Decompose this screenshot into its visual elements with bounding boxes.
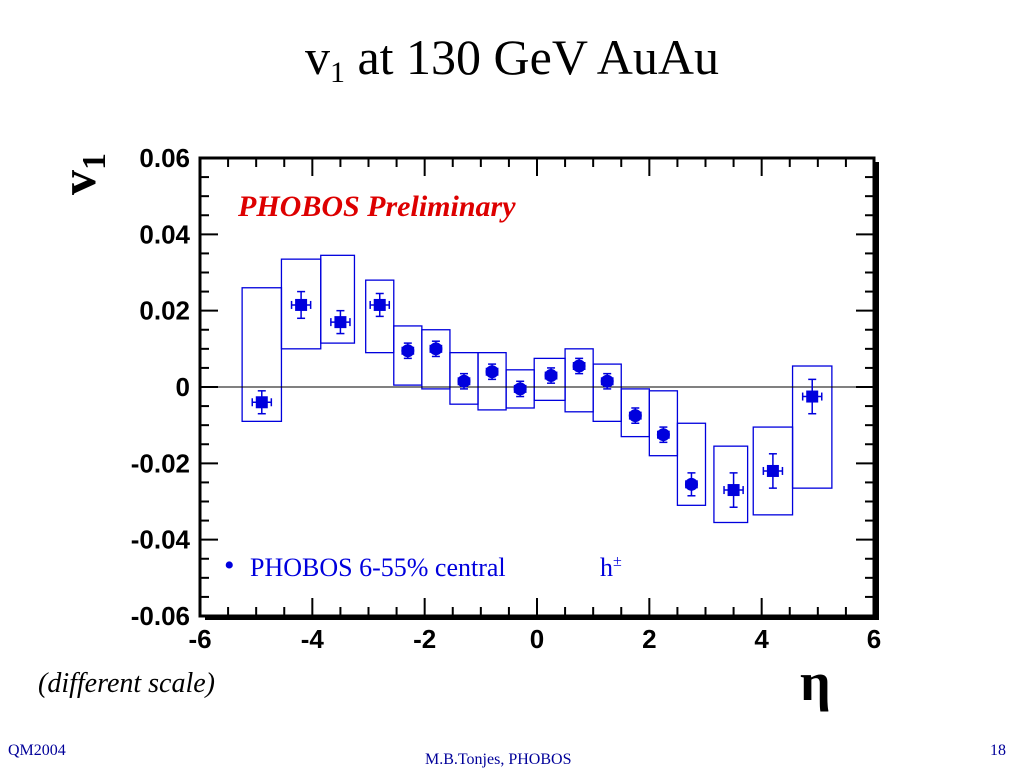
data-point-circle: [628, 409, 642, 423]
y-tick-label: 0.04: [139, 219, 190, 249]
x-tick-label: -6: [188, 624, 211, 654]
data-point-circle: [600, 374, 614, 388]
data-point-circle: [429, 342, 443, 356]
systematic-box: [320, 254, 356, 344]
data-point-circle: [485, 365, 499, 379]
legend-particle-symbol: h: [600, 553, 613, 582]
data-point-circle: [656, 428, 670, 442]
systematic-error-boxes: [241, 254, 833, 524]
title-rest: at 130 GeV AuAu: [344, 29, 720, 85]
data-point-square: [806, 390, 819, 403]
x-tick-label: 4: [754, 624, 769, 654]
systematic-box: [791, 365, 833, 489]
axis-ticks: [199, 157, 875, 617]
y-tick-label: 0: [176, 372, 190, 402]
legend-particle: h±: [600, 553, 622, 582]
y-tick-label: -0.04: [131, 525, 191, 555]
footer-author: M.B.Tonjes, PHOBOS: [425, 751, 572, 768]
data-point-circle: [684, 477, 698, 491]
x-tick-label: 0: [530, 624, 544, 654]
data-point-circle: [457, 374, 471, 388]
title-main: v: [304, 29, 330, 85]
data-point-circle: [572, 359, 586, 373]
footer-conference: QM2004: [8, 742, 66, 759]
systematic-box: [241, 287, 283, 422]
data-point-square: [295, 298, 308, 311]
y-tick-labels: -0.06 -0.04 -0.02 0 0.02 0.04 0.06: [131, 143, 191, 631]
footer-page-number: 18: [990, 742, 1006, 759]
y-tick-label: 0.06: [139, 143, 190, 173]
data-point-square: [373, 298, 386, 311]
x-tick-label: -2: [413, 624, 436, 654]
y-tick-label: -0.02: [131, 448, 190, 478]
data-points: [251, 290, 823, 508]
y-axis-label-main: v: [50, 170, 106, 195]
systematic-box: [676, 422, 707, 506]
data-point-square: [727, 484, 740, 497]
y-axis-label-sub: 1: [76, 153, 113, 170]
y-tick-label: -0.06: [131, 601, 190, 631]
title-subscript: 1: [329, 56, 345, 89]
note-text: (different scale): [38, 668, 216, 699]
legend-label: PHOBOS 6-55% central: [250, 553, 506, 582]
systematic-box: [365, 279, 395, 354]
legend-marker: •: [224, 549, 235, 582]
y-tick-label: 0.02: [139, 296, 190, 326]
data-point-square: [334, 316, 347, 329]
x-axis-label: η: [800, 652, 831, 712]
data-point-circle: [401, 344, 415, 358]
data-point-circle: [544, 369, 558, 383]
annotation-text: PHOBOS Preliminary: [237, 190, 516, 223]
data-point-square: [255, 396, 268, 409]
x-tick-label: -4: [301, 624, 325, 654]
legend-particle-charge: ±: [613, 553, 622, 570]
slide-title: v1 at 130 GeV AuAu: [0, 28, 1024, 90]
data-point-circle: [513, 382, 527, 396]
data-point-square: [766, 464, 779, 477]
y-axis-label: v1: [50, 153, 113, 195]
x-tick-labels: -6 -4 -2 0 2 4 6: [188, 624, 881, 654]
x-tick-label: 6: [867, 624, 881, 654]
x-tick-label: 2: [642, 624, 656, 654]
systematic-box: [713, 445, 749, 524]
